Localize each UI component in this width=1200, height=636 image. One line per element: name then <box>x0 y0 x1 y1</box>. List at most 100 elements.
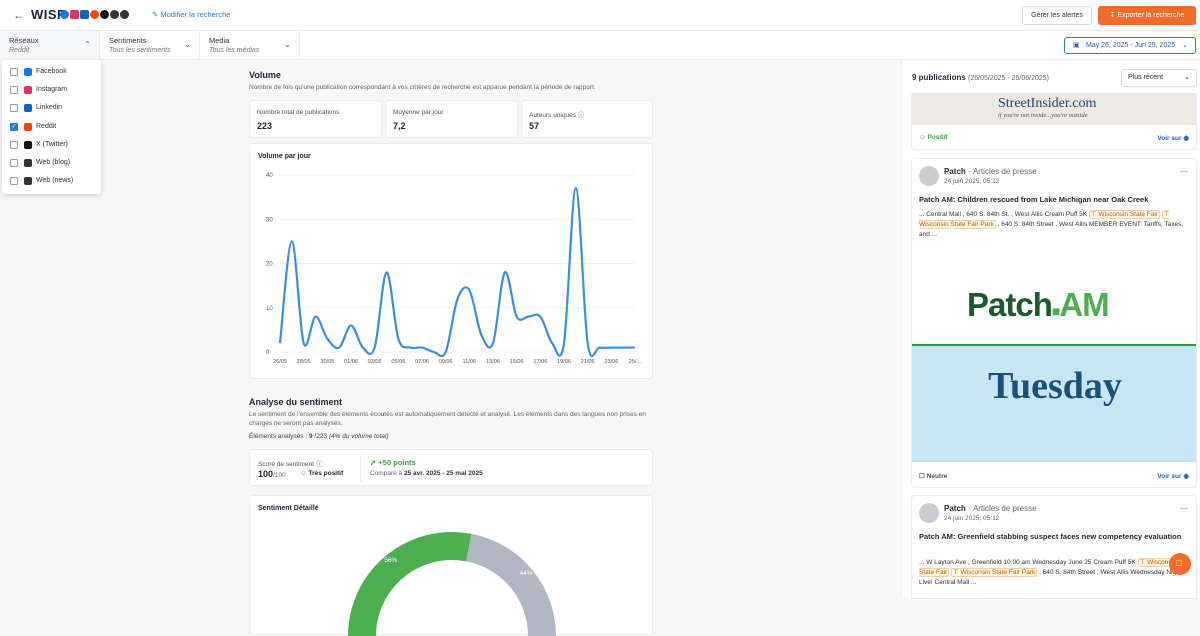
back-arrow-icon[interactable]: ← <box>13 8 25 22</box>
smile-icon: ☺ <box>919 134 926 141</box>
checkbox[interactable]: ✓ <box>10 123 18 131</box>
linkedin-icon <box>24 104 32 112</box>
streetinsider-tagline: if you're not inside...you're outside <box>998 112 1088 119</box>
sentiment-description: Le sentiment de l'ensemble des éléments … <box>249 410 657 428</box>
option-label: Linkedin <box>36 102 62 114</box>
x-tick-label: 21/06 <box>581 359 595 365</box>
publications-panel: 9 publications (26/05/2025 - 25/06/2025)… <box>901 61 1200 598</box>
sort-select[interactable]: Plus récent⌄ <box>1121 69 1197 87</box>
checkbox[interactable] <box>10 104 18 112</box>
post-title[interactable]: Patch AM: Greenfield stabbing suspect fa… <box>919 531 1189 542</box>
sentiment-tag: ☐ Neutre <box>919 472 947 480</box>
modify-search-link[interactable]: ✎ Modifier la recherche <box>152 10 230 19</box>
x-tick-label: 28/05 <box>297 359 311 365</box>
chevron-down-icon: ⌄ <box>184 40 191 49</box>
stat-card-average: Moyenne par jour 7,2 <box>385 100 518 138</box>
checkbox[interactable] <box>10 86 18 94</box>
chat-icon: □ <box>1176 558 1181 568</box>
instagram-icon <box>70 10 79 19</box>
avatar <box>919 503 939 523</box>
x-tick-label: 30/05 <box>320 359 334 365</box>
checkbox[interactable] <box>10 159 18 167</box>
tuesday-banner: Tuesday <box>912 364 1197 408</box>
x-tick-label: 26/05 <box>273 359 287 365</box>
chevron-down-icon: ⌄ <box>1184 70 1190 86</box>
manage-alerts-button[interactable]: Gérer les alertes <box>1022 6 1092 25</box>
sentiments-filter[interactable]: Sentiments Tous les sentiments ⌄ <box>100 31 200 60</box>
facebook-icon <box>60 10 69 19</box>
option-label: Web (blog) <box>36 157 70 169</box>
chat-button[interactable]: □ <box>1169 553 1191 575</box>
post-excerpt: ... Central Mall , 640 S. 84th St. , Wes… <box>919 210 1193 240</box>
post-image: StreetInsider.com if you're not inside..… <box>912 93 1197 125</box>
y-tick-label: 40 <box>266 173 273 179</box>
option-label: Reddit <box>36 121 56 133</box>
post-title[interactable]: Patch AM: Children rescued from Lake Mic… <box>919 194 1189 205</box>
x-tick-label: 11/06 <box>463 359 477 365</box>
post-excerpt: ... W Layton Ave , Greenfield 10:00 am W… <box>919 558 1193 588</box>
option-label: Web (news) <box>36 175 73 187</box>
patch-logo: Patch■AM <box>967 286 1109 324</box>
calendar-icon: ▣ <box>1073 38 1080 53</box>
date-range-picker[interactable]: ▣ May 26, 2025 - Jun 25, 2025 ⌄ <box>1064 37 1196 54</box>
score-tag: ☺ Très positif <box>300 470 343 477</box>
stat-card-total: Nombre total de publications 223 <box>249 100 382 138</box>
x-tick-label: 07/06 <box>415 359 429 365</box>
option-label: Facebook <box>36 66 67 78</box>
see-on-link[interactable]: Voir sur ◉ <box>1157 472 1189 480</box>
smile-icon: ☺ <box>300 470 307 477</box>
reddit-icon <box>90 10 99 19</box>
see-on-link[interactable]: Voir sur ◉ <box>1157 134 1189 142</box>
checkbox[interactable] <box>10 141 18 149</box>
linkedin-icon <box>80 10 89 19</box>
sentiment-title: Analyse du sentiment <box>249 397 342 407</box>
sentiment-score-card: Score de sentiment ⓘ 100/100 ☺ Très posi… <box>249 449 653 486</box>
chevron-down-icon: ⌄ <box>284 40 291 49</box>
networks-filter[interactable]: Réseaux Reddit ⌃ <box>0 31 100 60</box>
y-tick-label: 10 <box>266 306 273 312</box>
series-line <box>280 188 635 356</box>
y-tick-label: 0 <box>266 350 270 356</box>
publications-count: 9 publications (26/05/2025 - 25/06/2025) <box>912 73 1049 82</box>
sentiment-detail-card: Sentiment Détaillé 56%44% <box>249 495 653 635</box>
sentiment-tag: ☺ Positif <box>919 134 947 141</box>
x-tick-label: 15/06 <box>510 359 524 365</box>
checkbox[interactable] <box>10 177 18 185</box>
x-tick-label: 13/06 <box>486 359 500 365</box>
x-tick-label: 25/... <box>629 359 642 365</box>
y-tick-label: 20 <box>266 262 273 268</box>
patch-logo-area: Patch■AM <box>912 246 1197 346</box>
news-icon: ◉ <box>1183 135 1189 142</box>
more-options-icon[interactable]: ⋯ <box>1180 167 1188 176</box>
post-image: Tuesday <box>912 346 1197 462</box>
points-change: ➚ +50 points <box>370 458 416 467</box>
x-tick-label: 17/06 <box>533 359 547 365</box>
slice-label: 44% <box>519 570 532 577</box>
publication-card[interactable]: Patch · Articles de presse 24 juin 2025,… <box>911 158 1197 488</box>
analyzed-count: Éléments analysés : 9 /223 (4% du volume… <box>249 432 649 441</box>
export-search-button[interactable]: ↧ Exporter la recherche <box>1098 6 1196 25</box>
keyword-highlight: ⊤ Wisconsin State Fair Park <box>951 568 1037 577</box>
compare-period: Comparé à 25 avr. 2025 - 25 mai 2025 <box>370 470 483 477</box>
option-label: X (Twitter) <box>36 139 68 151</box>
top-bar: ← WISF ✎ Modifier la recherche Gérer les… <box>0 0 1200 31</box>
download-icon: ↧ <box>1110 12 1116 19</box>
neutral-face-icon: ☐ <box>919 473 925 480</box>
checkbox[interactable] <box>10 68 18 76</box>
y-tick-label: 30 <box>266 217 273 223</box>
sentiment-donut-chart: 56%44% <box>250 496 654 636</box>
x-twitter-icon <box>24 141 32 149</box>
publication-card[interactable]: StreetInsider.com if you're not inside..… <box>911 93 1197 150</box>
info-icon[interactable]: ⓘ <box>578 112 585 119</box>
volume-title: Volume <box>249 70 281 80</box>
web-blog-icon <box>24 159 32 167</box>
info-icon[interactable]: ⓘ <box>316 461 323 468</box>
media-filter[interactable]: Media Tous les médias ⌄ <box>200 31 300 60</box>
publication-card[interactable]: Patch · Articles de presse 24 juin 2025,… <box>911 495 1197 599</box>
filter-bar: Réseaux Reddit ⌃ Sentiments Tous les sen… <box>0 31 1200 60</box>
more-options-icon[interactable]: ⋯ <box>1180 504 1188 513</box>
chevron-down-icon: ⌄ <box>1182 38 1188 53</box>
